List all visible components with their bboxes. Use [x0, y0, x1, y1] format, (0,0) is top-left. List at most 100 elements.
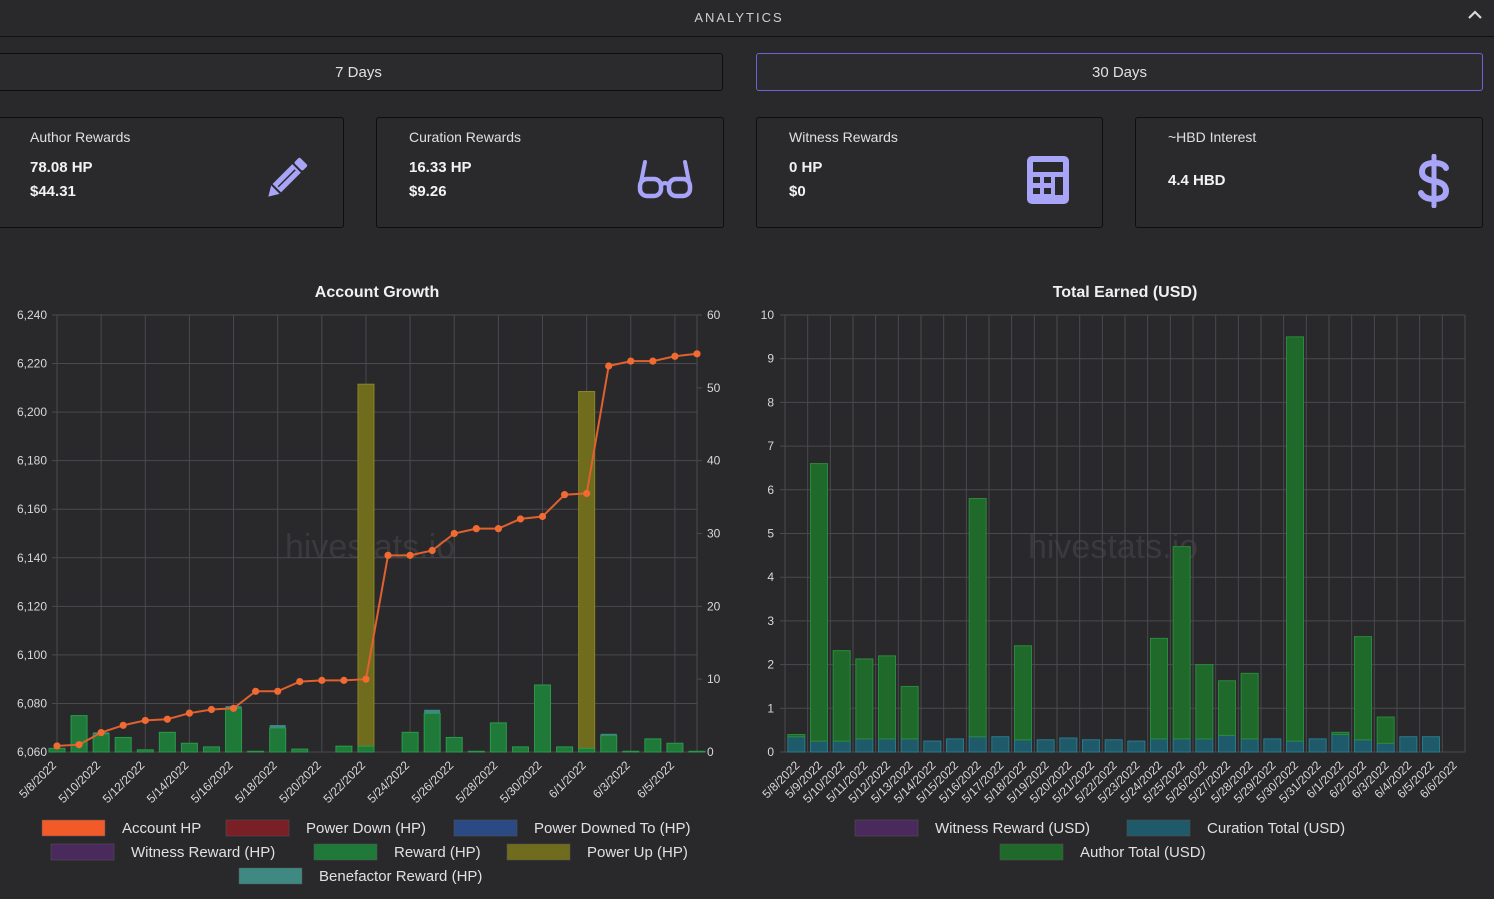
page-title: ANALYTICS	[694, 10, 784, 25]
hbd-interest-card: ~HBD Interest 4.4 HBD	[1135, 117, 1483, 228]
tab-30-days[interactable]: 30 Days	[756, 53, 1483, 91]
y-left-tick-label: 6,180	[17, 454, 47, 468]
card-title: Witness Rewards	[789, 129, 898, 145]
curation-bar	[946, 738, 964, 753]
reward-bar	[467, 750, 485, 753]
curation-bar	[991, 736, 1010, 753]
curation-bar	[787, 736, 806, 753]
legend-label: Power Up (HP)	[587, 844, 688, 861]
curation-bar	[1218, 734, 1236, 753]
legend-label: Power Down (HP)	[306, 820, 426, 837]
curation-bar	[1422, 736, 1440, 753]
legend-swatch	[313, 843, 378, 861]
reward-bar	[291, 748, 309, 753]
account-hp-point	[318, 676, 326, 684]
curation-bar	[900, 738, 919, 753]
x-tick-label: 6/5/2022	[634, 758, 677, 801]
reward-bar	[511, 746, 529, 753]
legend-label: Witness Reward (USD)	[935, 820, 1090, 837]
benefactor-bar	[269, 725, 286, 728]
legend-swatch	[854, 819, 919, 837]
y-tick-label: 1	[767, 701, 774, 715]
curation-rewards-card: Curation Rewards 16.33 HP $9.26	[376, 117, 724, 228]
author-bar	[855, 658, 874, 740]
author-rewards-card: Author Rewards 78.08 HP $44.31	[0, 117, 344, 228]
curation-bar	[1308, 738, 1327, 753]
card-value-hp: 78.08 HP	[30, 159, 93, 176]
reward-bar	[578, 747, 596, 753]
curation-bar	[1150, 738, 1168, 753]
account-hp-point	[406, 551, 414, 559]
curation-bar	[1263, 738, 1282, 753]
reward-bar	[556, 746, 574, 753]
y-left-tick-label: 6,160	[17, 502, 47, 516]
x-tick-label: 5/24/2022	[365, 758, 413, 806]
card-value-usd: $9.26	[409, 183, 447, 200]
account-hp-point	[252, 687, 260, 695]
reward-bar	[114, 736, 132, 753]
y-right-tick-label: 20	[707, 599, 721, 613]
card-title: Author Rewards	[30, 129, 131, 145]
legend-label: Reward (HP)	[394, 844, 481, 861]
legend-label: Benefactor Reward (HP)	[319, 868, 482, 885]
reward-bar	[335, 745, 353, 753]
reward-bar	[445, 736, 463, 753]
tab-label: 7 Days	[335, 63, 382, 81]
account-hp-point	[627, 357, 635, 365]
curation-bar	[1014, 739, 1032, 753]
y-left-tick-label: 6,220	[17, 357, 47, 371]
card-value-usd: $0	[789, 183, 806, 200]
x-tick-label: 5/12/2022	[100, 758, 148, 806]
power-up-bar	[357, 383, 375, 753]
benefactor-bar	[424, 709, 441, 714]
legend-label: Power Downed To (HP)	[534, 820, 690, 837]
card-value-hp: 0 HP	[789, 159, 823, 176]
author-bar	[832, 650, 851, 742]
reward-bar	[622, 750, 640, 753]
author-bar	[1218, 680, 1236, 736]
curation-bar	[968, 736, 987, 753]
legend-swatch	[506, 843, 571, 861]
legend-swatch	[50, 843, 115, 861]
account-hp-point	[538, 512, 547, 521]
y-left-tick-label: 6,060	[17, 745, 47, 759]
account-hp-point	[229, 704, 238, 712]
y-tick-label: 9	[767, 352, 774, 366]
card-value-usd: $44.31	[30, 183, 76, 200]
y-tick-label: 6	[767, 483, 774, 497]
chevron-up-icon[interactable]	[1466, 6, 1484, 24]
curation-bar	[1172, 738, 1191, 753]
account-hp-point	[97, 728, 105, 737]
account-hp-point	[428, 546, 436, 555]
account-hp-point	[494, 525, 502, 533]
account-hp-point	[649, 357, 657, 365]
curation-bar	[832, 740, 851, 753]
x-tick-label: 5/26/2022	[409, 758, 457, 806]
curation-bar	[1036, 739, 1055, 753]
y-tick-label: 5	[767, 527, 774, 541]
y-left-tick-label: 6,240	[17, 308, 47, 322]
curation-bar	[1399, 736, 1418, 753]
x-tick-label: 5/10/2022	[56, 758, 104, 806]
power-up-bar	[578, 390, 596, 753]
author-bar	[1172, 546, 1191, 740]
card-value-hp: 16.33 HP	[409, 159, 472, 176]
account-hp-point	[693, 350, 701, 358]
author-bar	[878, 655, 896, 740]
analytics-header[interactable]: ANALYTICS	[0, 0, 1494, 37]
author-bar	[1150, 637, 1168, 740]
reward-bar	[247, 750, 265, 753]
y-left-tick-label: 6,120	[17, 599, 47, 613]
reward-bar	[136, 749, 154, 753]
legend-swatch	[453, 819, 518, 837]
curation-bar	[1354, 739, 1372, 753]
analytics-charts: Account Growth hivestats.io 6,060 6,080 6,10…	[16, 284, 1466, 885]
witness-rewards-card: Witness Rewards 0 HP $0	[756, 117, 1103, 228]
curation-bar	[855, 738, 874, 753]
account-hp-line	[56, 352, 698, 747]
legend-swatch	[238, 867, 303, 885]
author-bar	[1286, 336, 1304, 742]
benefactor-bar	[600, 733, 617, 736]
chart-watermark: hivestats.io	[1028, 528, 1198, 566]
tab-7-days[interactable]: 7 Days	[0, 53, 723, 91]
